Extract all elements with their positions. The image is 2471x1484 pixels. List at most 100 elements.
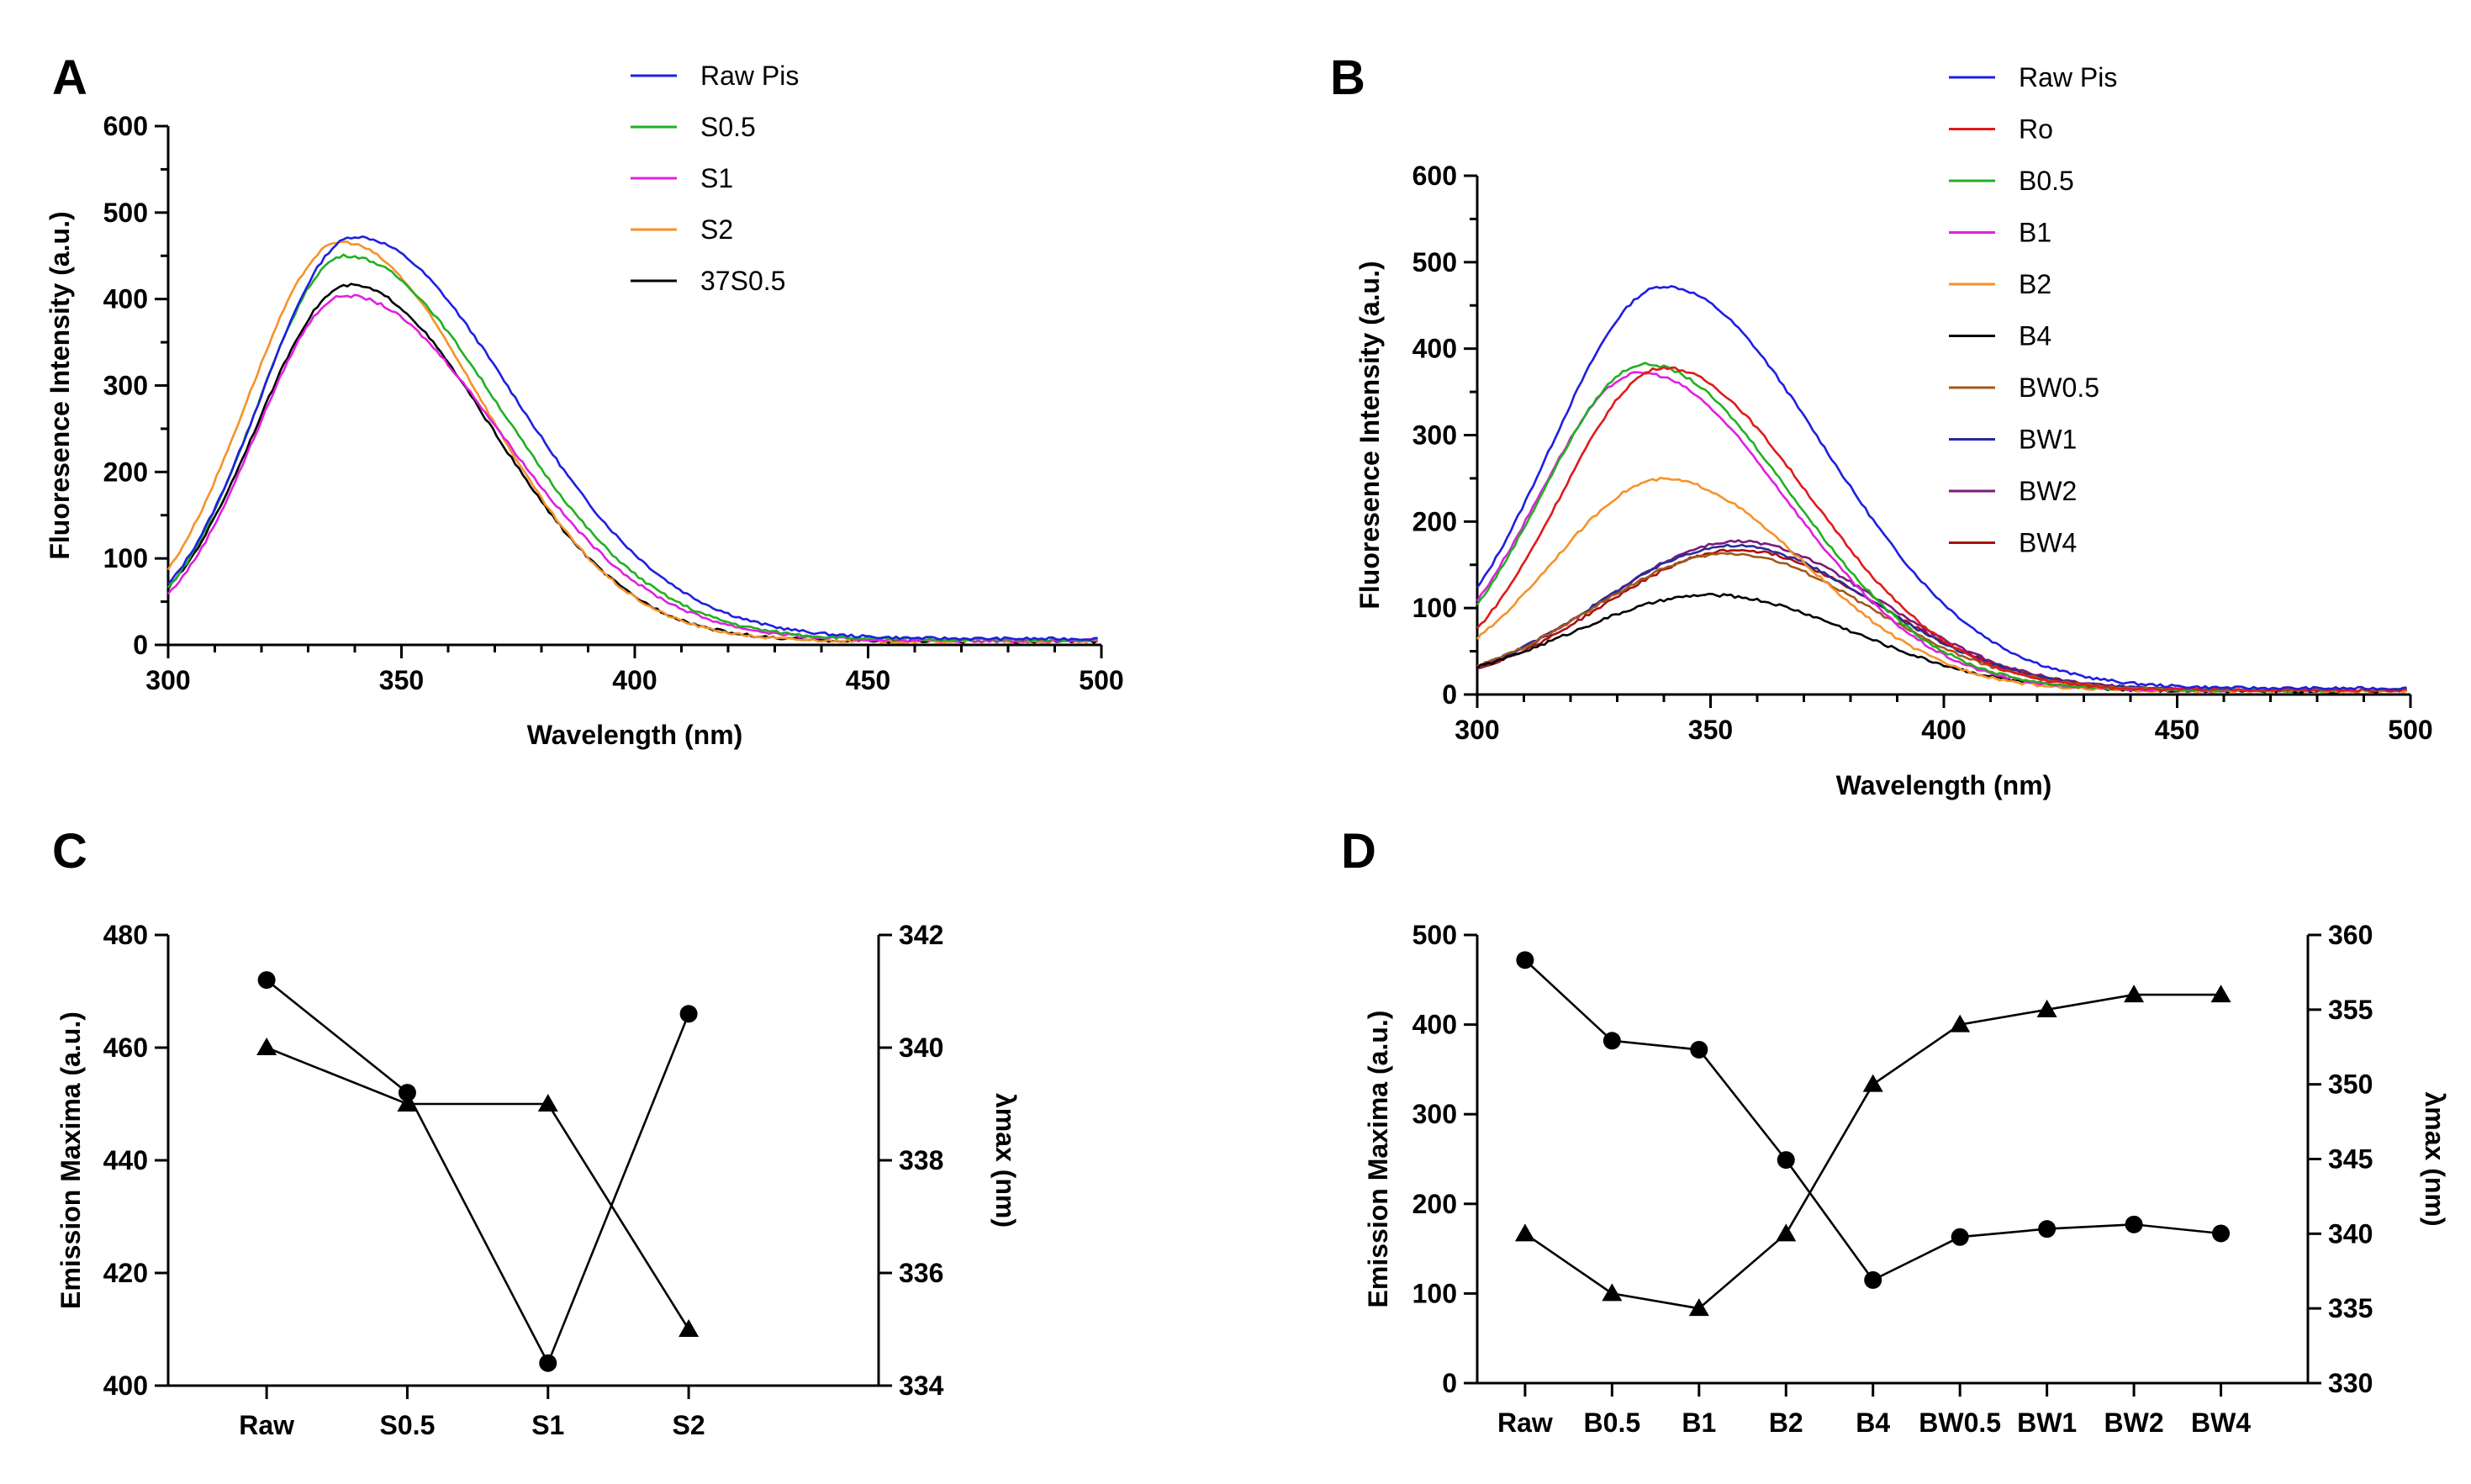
- x-tick-label: 350: [379, 665, 424, 695]
- y-tick-label: 200: [1412, 506, 1457, 536]
- y-tick-label: 0: [1442, 679, 1457, 710]
- x-tick-label: 450: [2155, 715, 2199, 745]
- y2-tick-label: 340: [899, 1032, 943, 1063]
- data-point-triangle: [1862, 1074, 1883, 1092]
- data-point-triangle: [537, 1094, 558, 1112]
- y-axis-title: Emission Maxima (a.u.): [1363, 1011, 1393, 1308]
- data-point-triangle: [1688, 1298, 1709, 1317]
- panel-a: A 0 100 200 300 400 500 600 300 350 400 450 500 Wavel…: [45, 50, 1124, 750]
- series-emission-maxima: [1516, 951, 2231, 1289]
- panel-letter: B: [1330, 50, 1365, 105]
- legend-item: Raw Pis: [631, 61, 799, 91]
- y-tick-label: 400: [103, 1370, 148, 1401]
- y2-tick-label: 340: [2328, 1218, 2373, 1249]
- legend-item: Ro: [1949, 114, 2053, 145]
- x-tick-label: 450: [846, 665, 890, 695]
- y2-tick-label: 336: [899, 1258, 943, 1288]
- series-line-s1: [166, 293, 1098, 643]
- legend-item: B0.5: [1949, 166, 2074, 196]
- data-point-circle: [1777, 1151, 1795, 1170]
- panel-letter: D: [1341, 824, 1376, 879]
- series-group: [166, 235, 1099, 644]
- legend: Raw Pis S0.5 S1 S2 37S0.5: [631, 61, 799, 296]
- y-axis-title: Fluoresence Intensity (a.u.): [45, 211, 75, 559]
- legend-item: BW0.5: [1949, 372, 2099, 403]
- data-point-triangle: [397, 1094, 418, 1112]
- panel-letter: A: [52, 50, 87, 105]
- legend-label: Raw Pis: [700, 61, 799, 91]
- series-line-s2: [166, 240, 1098, 644]
- x-tick-label: BW4: [2191, 1407, 2251, 1438]
- y-tick-label: 400: [103, 284, 148, 314]
- panel-c: C 400 420 440 460 480 334 336 338 340 342 Raw S0.5 S1…: [52, 824, 1021, 1440]
- y-tick-label: 0: [133, 630, 148, 660]
- series-line-raw-pis: [1476, 285, 2407, 691]
- y-tick-label: 480: [103, 920, 148, 950]
- y-tick-label: 500: [1412, 920, 1457, 950]
- y2-tick-label: 350: [2328, 1069, 2373, 1100]
- series-line-bw1: [1476, 543, 2408, 694]
- data-point-circle: [2038, 1220, 2057, 1238]
- y-tick-label: 0: [1442, 1368, 1457, 1398]
- x-tick-label: 300: [145, 665, 190, 695]
- data-point-triangle: [678, 1319, 700, 1337]
- legend-label: B2: [2019, 269, 2051, 299]
- data-point-circle: [1516, 951, 1534, 969]
- data-point-triangle: [1950, 1014, 1971, 1032]
- series-group: [1476, 285, 2408, 694]
- series-line: [1524, 959, 2221, 1282]
- legend-item: BW4: [1949, 528, 2077, 558]
- x-tick-label: 400: [1921, 715, 1966, 745]
- x-tick-label: 300: [1455, 715, 1499, 745]
- legend-item: Raw Pis: [1949, 62, 2117, 92]
- y-axis-title: Emission Maxima (a.u.): [55, 1011, 86, 1309]
- x-tick-label: B2: [1769, 1407, 1803, 1438]
- data-point-triangle: [1776, 1223, 1797, 1242]
- legend-label: B4: [2019, 321, 2051, 351]
- legend-label: Ro: [2019, 114, 2053, 145]
- data-point-triangle: [2124, 985, 2145, 1003]
- series-line-ro: [1476, 366, 2407, 693]
- y-tick-label: 300: [103, 371, 148, 401]
- legend-label: BW2: [2019, 476, 2077, 506]
- y-tick-label: 300: [1412, 420, 1457, 451]
- data-point-triangle: [1602, 1283, 1623, 1302]
- x-tick-label: Raw: [239, 1410, 294, 1440]
- legend-item: S0.5: [631, 112, 756, 142]
- legend-item: S2: [631, 214, 733, 245]
- legend-label: B0.5: [2019, 166, 2074, 196]
- y-tick-label: 420: [103, 1258, 148, 1288]
- x-tick-label: BW2: [2104, 1407, 2164, 1438]
- y2-tick-label: 360: [2328, 920, 2373, 950]
- y2-tick-label: 335: [2328, 1293, 2373, 1323]
- x-axis-title: Wavelength (nm): [1836, 770, 2052, 800]
- y-tick-label: 500: [1412, 247, 1457, 277]
- legend-label: 37S0.5: [700, 266, 785, 296]
- series-line-raw-pis: [167, 235, 1098, 642]
- legend-item: BW1: [1949, 425, 2077, 455]
- x-tick-label: S1: [531, 1410, 564, 1440]
- y-tick-label: 440: [103, 1145, 148, 1175]
- data-point-circle: [679, 1005, 698, 1023]
- data-point-circle: [539, 1354, 557, 1372]
- y-tick-label: 600: [103, 111, 148, 141]
- y-tick-label: 300: [1412, 1099, 1457, 1129]
- x-tick-label: B4: [1856, 1407, 1890, 1438]
- data-point-triangle: [2210, 985, 2231, 1003]
- series-line-s0-5: [166, 253, 1098, 642]
- y2-tick-label: 355: [2328, 995, 2373, 1025]
- series-line: [266, 979, 690, 1366]
- panel-b: B 0 100 200 300 400 500 600 300 350 400 450 500 Wavel…: [1330, 50, 2433, 800]
- data-point-circle: [1864, 1270, 1882, 1289]
- y2-tick-label: 338: [899, 1145, 943, 1175]
- y2-tick-label: 345: [2328, 1144, 2373, 1175]
- y-tick-label: 100: [1412, 593, 1457, 623]
- data-point-circle: [398, 1084, 416, 1102]
- y-tick-label: 200: [103, 457, 148, 487]
- data-point-circle: [2212, 1224, 2231, 1243]
- y-tick-label: 400: [1412, 334, 1457, 364]
- data-point-circle: [1690, 1040, 1708, 1059]
- x-tick-label: S2: [673, 1410, 705, 1440]
- x-tick-label: 350: [1688, 715, 1733, 745]
- x-axis-title: Wavelength (nm): [527, 720, 743, 750]
